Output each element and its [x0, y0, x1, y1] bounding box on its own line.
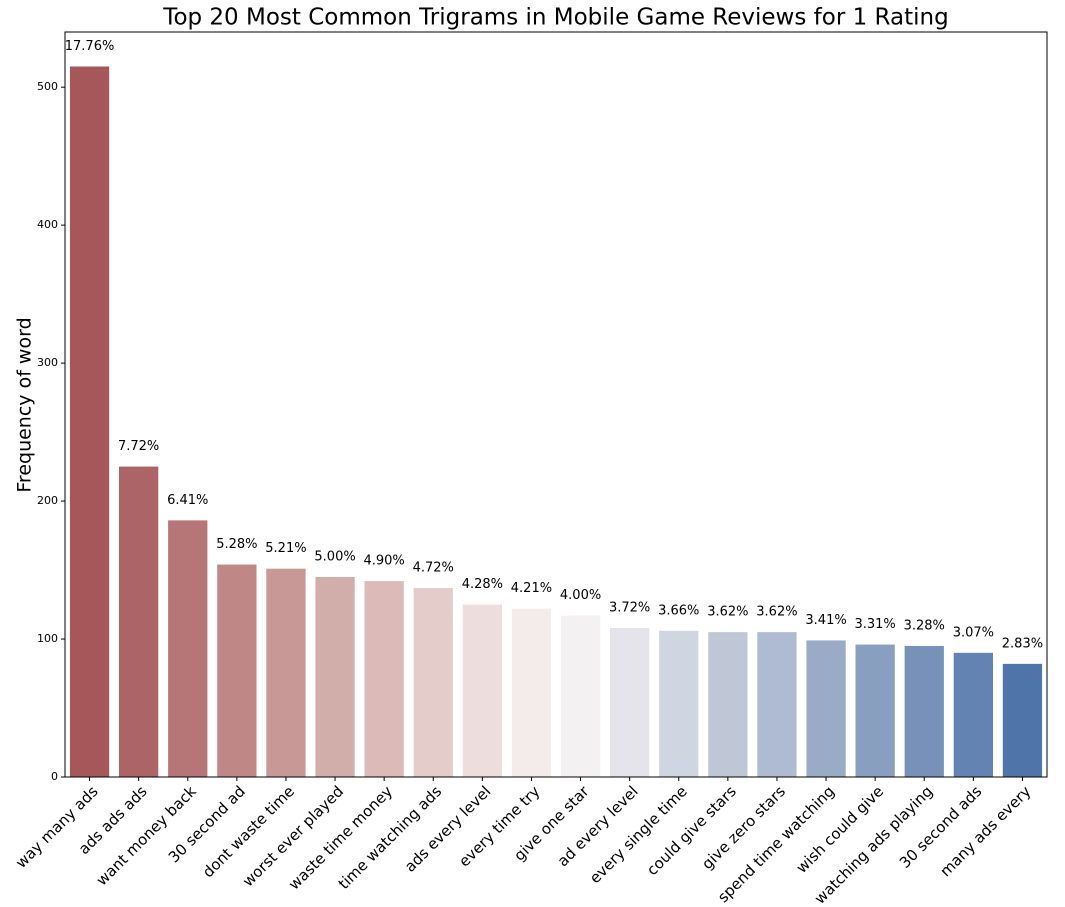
value-label: 4.21% [511, 581, 552, 596]
value-label: 3.66% [658, 603, 699, 618]
bar [855, 644, 895, 777]
plot-frame [64, 31, 1048, 778]
value-label: 3.62% [707, 605, 748, 620]
value-label: 3.07% [953, 625, 994, 640]
bar [708, 632, 748, 777]
bar [953, 652, 993, 777]
bar [610, 628, 650, 777]
value-label: 4.28% [462, 577, 503, 592]
value-label: 5.28% [216, 537, 257, 552]
value-label: 5.00% [314, 549, 355, 564]
bar [904, 645, 944, 777]
bar [1002, 663, 1043, 777]
value-label: 5.21% [265, 541, 306, 556]
bar [266, 568, 306, 777]
x-tick-label: many ads every [936, 782, 1034, 880]
bar [69, 66, 110, 778]
value-label: 6.41% [167, 493, 208, 508]
value-label: 3.28% [904, 618, 945, 633]
bar [560, 615, 601, 777]
value-label: 4.90% [363, 554, 404, 569]
x-tick-label: way many ads [12, 782, 102, 872]
x-tick-label: could give stars [643, 782, 740, 879]
x-tick-label: give zero stars [698, 782, 789, 873]
y-tick-label: 100 [37, 632, 58, 645]
value-label: 4.72% [413, 560, 454, 575]
value-label: 3.62% [756, 605, 797, 620]
bar [511, 608, 552, 777]
bar [168, 520, 208, 777]
value-label: 3.31% [854, 617, 895, 632]
chart-title: Top 20 Most Common Trigrams in Mobile Ga… [162, 5, 948, 31]
bar [364, 581, 404, 777]
value-label: 2.83% [1002, 636, 1043, 651]
y-tick-label: 200 [37, 494, 58, 507]
x-tick-label: wish could give [793, 782, 888, 877]
bar [315, 576, 355, 777]
x-tick-label: dont waste time [199, 782, 298, 881]
value-label: 17.76% [65, 39, 115, 54]
x-tick-label: ads every level [401, 782, 494, 875]
bar [806, 640, 846, 777]
bar [462, 604, 502, 777]
value-label: 4.00% [560, 588, 601, 603]
bar [757, 632, 797, 777]
y-tick-label: 500 [37, 80, 58, 93]
y-tick-label: 300 [37, 356, 58, 369]
value-label: 7.72% [118, 439, 159, 454]
value-label: 3.72% [609, 601, 650, 616]
y-axis-label: Frequency of word [14, 317, 36, 492]
bar [217, 564, 257, 777]
bar [119, 466, 159, 777]
value-label: 3.41% [805, 613, 846, 628]
y-tick-label: 0 [51, 770, 58, 783]
bar [413, 587, 453, 777]
bar [659, 630, 699, 777]
y-tick-label: 400 [37, 218, 58, 231]
